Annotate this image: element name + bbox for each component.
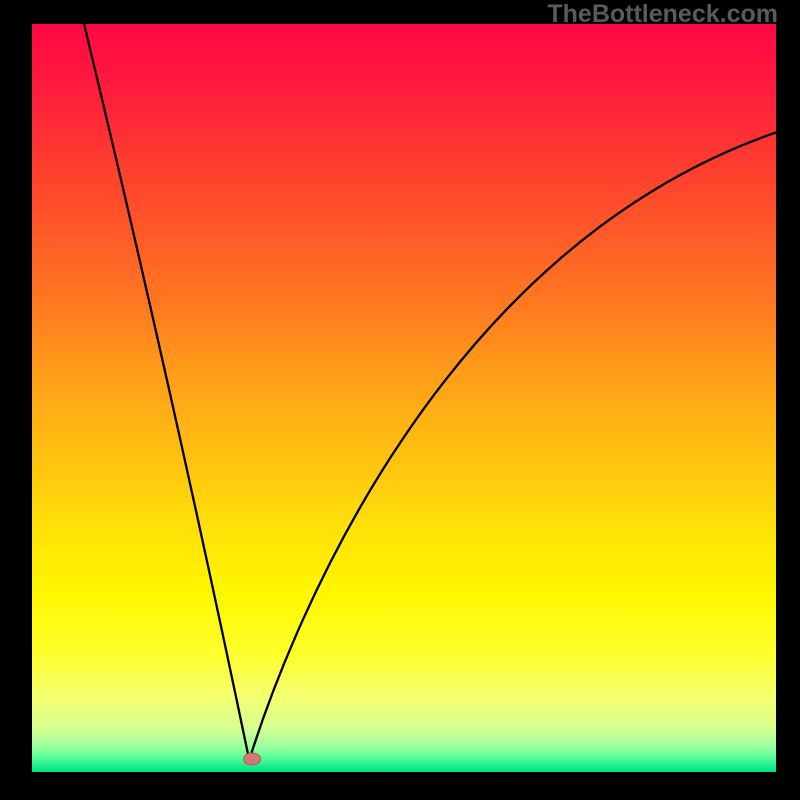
curve-path — [84, 24, 776, 760]
plot-area — [32, 24, 776, 772]
watermark-text: TheBottleneck.com — [547, 0, 778, 29]
chart-canvas: TheBottleneck.com — [0, 0, 800, 800]
optimal-point-marker — [243, 752, 261, 765]
bottleneck-curve — [32, 24, 776, 772]
